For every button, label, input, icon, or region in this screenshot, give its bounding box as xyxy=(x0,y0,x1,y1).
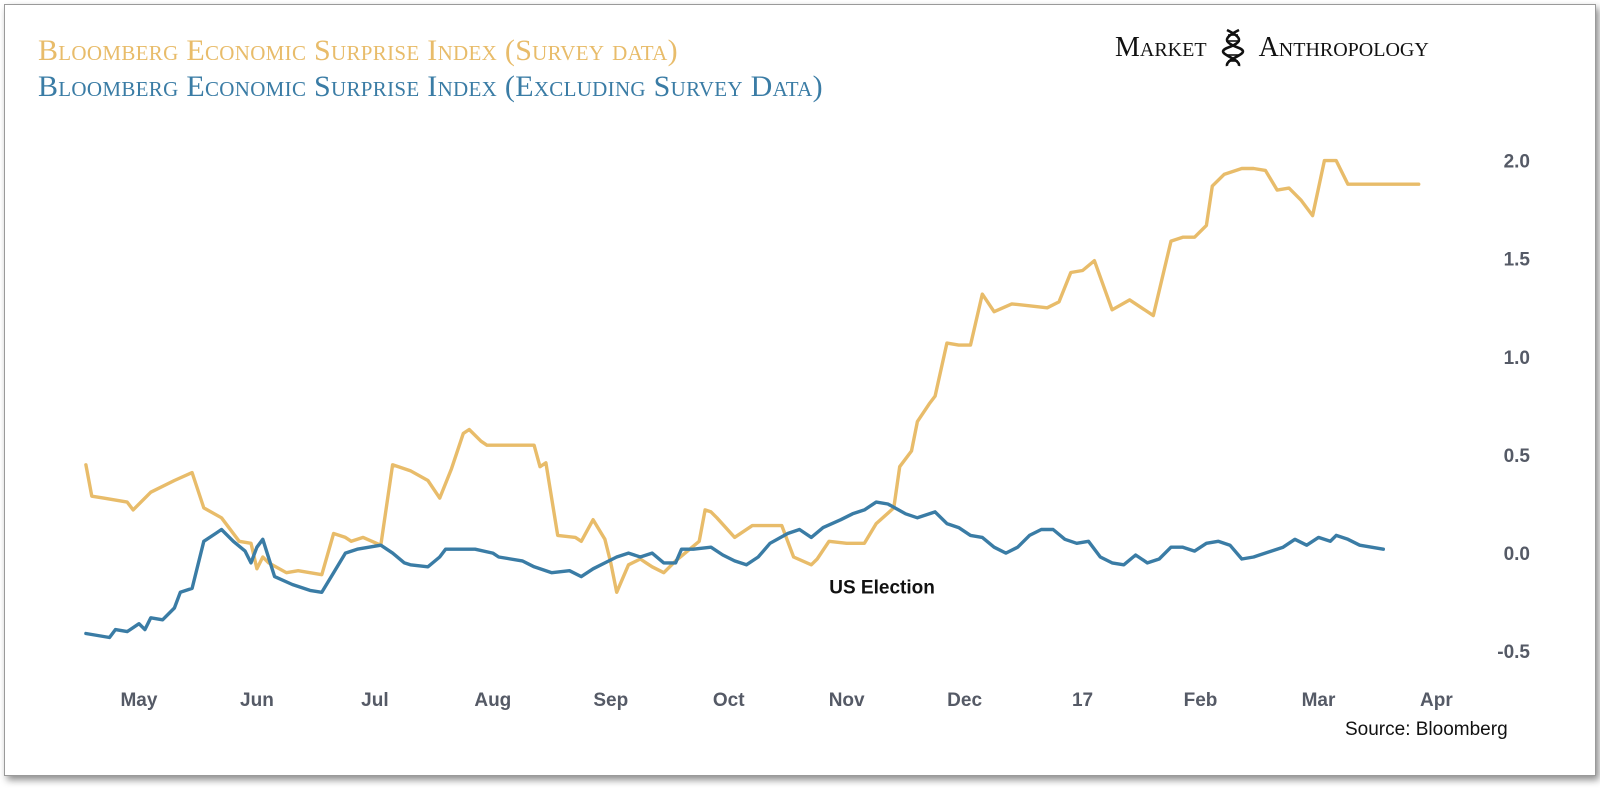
dna-helix-icon xyxy=(1221,28,1244,67)
brand-word-left: Market xyxy=(1115,32,1207,63)
brand-word-right: Anthropology xyxy=(1258,32,1429,63)
series-line-survey xyxy=(84,158,1421,594)
x-tick-label: Apr xyxy=(1420,690,1453,711)
brand-logo: Market Anthropology xyxy=(1115,28,1429,68)
y-tick-label: 1.5 xyxy=(1504,250,1531,271)
y-tick-label: -0.5 xyxy=(1497,642,1530,663)
series-line-excluding-survey xyxy=(84,500,1386,640)
x-tick-label: 17 xyxy=(1072,690,1093,711)
annotations: US Election xyxy=(829,577,935,598)
chart-title-excluding-survey: Bloomberg Economic Surprise Index (Exclu… xyxy=(38,70,823,103)
y-axis: -0.5 0.0 0.5 1.0 1.5 2.0 xyxy=(1497,152,1530,664)
x-tick-label: Mar xyxy=(1302,690,1336,711)
source-note: Source: Bloomberg xyxy=(1345,719,1508,740)
x-tick-label: Aug xyxy=(474,690,511,711)
x-tick-label: Jun xyxy=(240,690,274,711)
x-tick-label: Sep xyxy=(593,690,628,711)
y-tick-label: 0.5 xyxy=(1504,446,1531,467)
y-tick-label: 1.0 xyxy=(1504,348,1530,369)
x-tick-label: Nov xyxy=(829,690,865,711)
series-lines xyxy=(84,158,1421,640)
x-tick-label: Feb xyxy=(1184,690,1218,711)
x-tick-label: Jul xyxy=(361,690,388,711)
chart-frame xyxy=(4,4,1596,776)
x-tick-label: Oct xyxy=(713,690,745,711)
y-tick-label: 2.0 xyxy=(1504,152,1530,173)
x-axis: May Jun Jul Aug Sep Oct Nov Dec 17 Feb Mar Apr xyxy=(120,690,1453,711)
x-tick-label: May xyxy=(120,690,157,711)
chart-title-survey: Bloomberg Economic Surprise Index (Surve… xyxy=(38,34,678,67)
x-tick-label: Dec xyxy=(947,690,982,711)
y-tick-label: 0.0 xyxy=(1504,544,1530,565)
annotation-us-election: US Election xyxy=(829,577,935,598)
